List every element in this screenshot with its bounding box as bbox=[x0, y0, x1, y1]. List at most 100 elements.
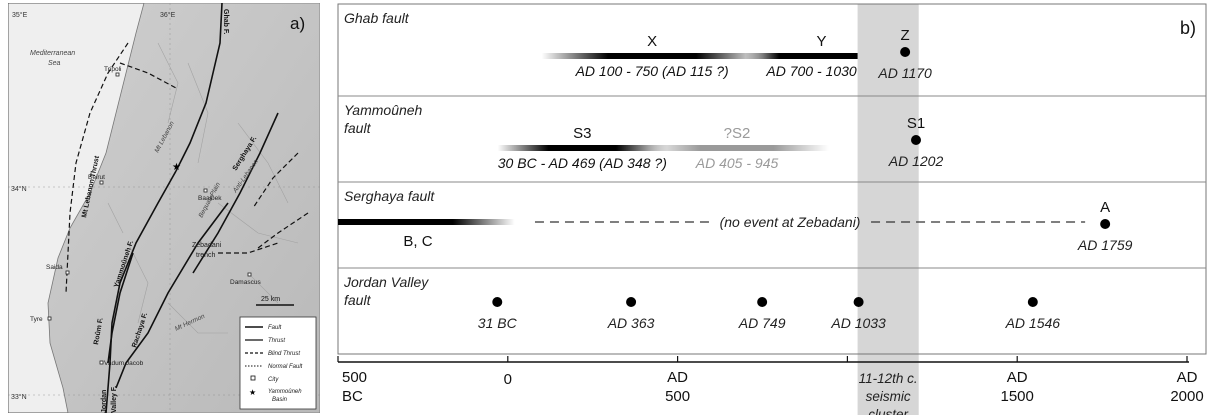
row-label: fault bbox=[344, 120, 372, 136]
city-beirut: Beirut bbox=[88, 174, 105, 181]
blind-thrust-line bbox=[119, 62, 177, 89]
row-label: fault bbox=[344, 292, 372, 308]
jordan-fault-label-2: Valley F. bbox=[111, 386, 118, 413]
event-point bbox=[853, 297, 864, 307]
map-relief bbox=[107, 42, 299, 334]
zebadani-label-1: Zebadani bbox=[192, 242, 222, 249]
yammouneh-fault-line bbox=[105, 170, 177, 413]
event-range-name: B, C bbox=[403, 233, 432, 250]
event-range-caption: AD 100 - 750 (AD 115 ?) bbox=[575, 63, 729, 79]
map-legend: ★ Fault Thrust Blind Thrust Normal Fault… bbox=[239, 316, 317, 410]
event-point-name: S1 bbox=[907, 115, 925, 132]
event-range-name: S3 bbox=[573, 125, 591, 142]
x-axis-tick-label: 500 bbox=[665, 388, 690, 405]
event-range-bar bbox=[541, 53, 763, 59]
event-point-name: A bbox=[1100, 199, 1110, 216]
row-label: Yammoûneh bbox=[344, 102, 423, 118]
timeline-frame bbox=[337, 3, 1207, 355]
event-point-caption: AD 1033 bbox=[830, 315, 886, 331]
row-label: Jordan Valley bbox=[343, 274, 429, 290]
legend-blind-thrust: Blind Thrust bbox=[268, 351, 300, 357]
city-vadum-jacob: Vadum Jacob bbox=[104, 360, 144, 367]
event-point-caption: 31 BC bbox=[478, 315, 518, 331]
city-damascus: Damascus bbox=[230, 279, 261, 286]
map-panel-label: a) bbox=[290, 14, 305, 33]
x-axis-tick-label: AD bbox=[1177, 369, 1198, 386]
event-range-caption: 30 BC - AD 469 (AD 348 ?) bbox=[498, 155, 667, 171]
event-point-caption: AD 363 bbox=[607, 315, 655, 331]
normal-fault-2 bbox=[257, 212, 309, 249]
jordan-fault-label: Jordan bbox=[101, 390, 108, 413]
event-point bbox=[757, 297, 768, 307]
lat-label-33: 33°N bbox=[11, 393, 27, 401]
serghaya-fault-line bbox=[192, 112, 279, 274]
seismic-cluster-label: cluster bbox=[868, 407, 908, 415]
seismic-cluster-band bbox=[857, 4, 919, 415]
no-event-label: (no event at Zebadani) bbox=[720, 214, 861, 230]
seismic-cluster-label: 11-12th c. bbox=[859, 371, 918, 386]
seismic-timeline-chart: Ghab fault Yammoûneh fault Serghaya fault Jo… bbox=[337, 3, 1207, 415]
city-tripoli: Tripoli bbox=[104, 66, 121, 73]
ghab-fault-label: Ghab F. bbox=[222, 9, 229, 34]
sea-label-1: Mediterranean bbox=[30, 50, 75, 57]
zebadani-label-2: trench bbox=[196, 252, 216, 259]
event-range-bar bbox=[745, 53, 858, 59]
event-point bbox=[626, 297, 637, 307]
lon-label-35: 35°E bbox=[12, 11, 28, 19]
scale-label: 25 km bbox=[261, 296, 280, 303]
event-range-bar bbox=[497, 145, 668, 151]
event-range-caption: AD 700 - 1030 bbox=[765, 63, 856, 79]
normal-fault-3 bbox=[218, 242, 279, 254]
sea-label-2: Sea bbox=[48, 60, 61, 67]
roum-fault-line bbox=[107, 252, 134, 364]
x-axis-tick-label: 500 bbox=[342, 369, 367, 386]
x-axis-tick-label: 0 bbox=[504, 371, 512, 388]
legend-basin-2: Basin bbox=[272, 397, 288, 403]
event-point-caption: AD 1759 bbox=[1077, 237, 1133, 253]
city-saida: Saida bbox=[46, 264, 63, 271]
normal-fault-1 bbox=[252, 152, 299, 209]
event-point-caption: AD 1202 bbox=[888, 153, 944, 169]
ghab-fault-line bbox=[175, 3, 223, 172]
legend-basin-star-icon: ★ bbox=[249, 388, 256, 397]
legend-fault: Fault bbox=[268, 325, 282, 331]
x-axis-tick-label: BC bbox=[342, 388, 363, 405]
event-range-name: X bbox=[647, 33, 657, 50]
row-label: Ghab fault bbox=[344, 10, 410, 26]
city-markers bbox=[47, 72, 252, 365]
fault-lines bbox=[105, 3, 279, 413]
lat-label-34: 34°N bbox=[11, 185, 27, 193]
event-range-name: ?S2 bbox=[724, 125, 751, 142]
fault-map: 35°E 36°E 34°N 33°N a) Mediterranean Sea… bbox=[8, 3, 320, 413]
event-point bbox=[1027, 297, 1038, 307]
legend-thrust: Thrust bbox=[268, 338, 285, 344]
mt-lebanon-thrust-line bbox=[65, 42, 129, 294]
event-range-bar bbox=[338, 219, 515, 225]
event-point bbox=[492, 297, 503, 307]
x-axis-tick-label: 1500 bbox=[1001, 388, 1034, 405]
event-range-name: Y bbox=[817, 33, 827, 50]
x-axis-tick-label: 2000 bbox=[1170, 388, 1203, 405]
event-point-name: Z bbox=[901, 27, 910, 44]
yammouneh-basin-star-icon: ★ bbox=[172, 162, 181, 173]
event-point bbox=[900, 47, 911, 57]
row-label: Serghaya fault bbox=[344, 188, 435, 204]
rachaya-fault-line bbox=[115, 202, 229, 389]
legend-normal-fault: Normal Fault bbox=[268, 364, 303, 370]
thrust-lines bbox=[65, 42, 309, 294]
chart-panel-label: b) bbox=[1180, 18, 1196, 38]
x-axis-tick-label: AD bbox=[1007, 369, 1028, 386]
event-point-caption: AD 1546 bbox=[1005, 315, 1061, 331]
x-axis-tick-label: AD bbox=[667, 369, 688, 386]
event-point-caption: AD 749 bbox=[738, 315, 786, 331]
city-baalbek: Baalbek bbox=[198, 195, 222, 202]
event-range-caption: AD 405 - 945 bbox=[695, 155, 779, 171]
legend-basin-1: Yammoûneh bbox=[268, 389, 302, 395]
roum-fault-label: Roûm F. bbox=[93, 317, 105, 345]
city-tyre: Tyre bbox=[30, 316, 43, 323]
event-point bbox=[1100, 219, 1111, 229]
event-point bbox=[910, 135, 921, 145]
legend-city: City bbox=[268, 377, 279, 383]
lon-label-36: 36°E bbox=[160, 11, 176, 19]
event-range-bar bbox=[645, 145, 829, 151]
